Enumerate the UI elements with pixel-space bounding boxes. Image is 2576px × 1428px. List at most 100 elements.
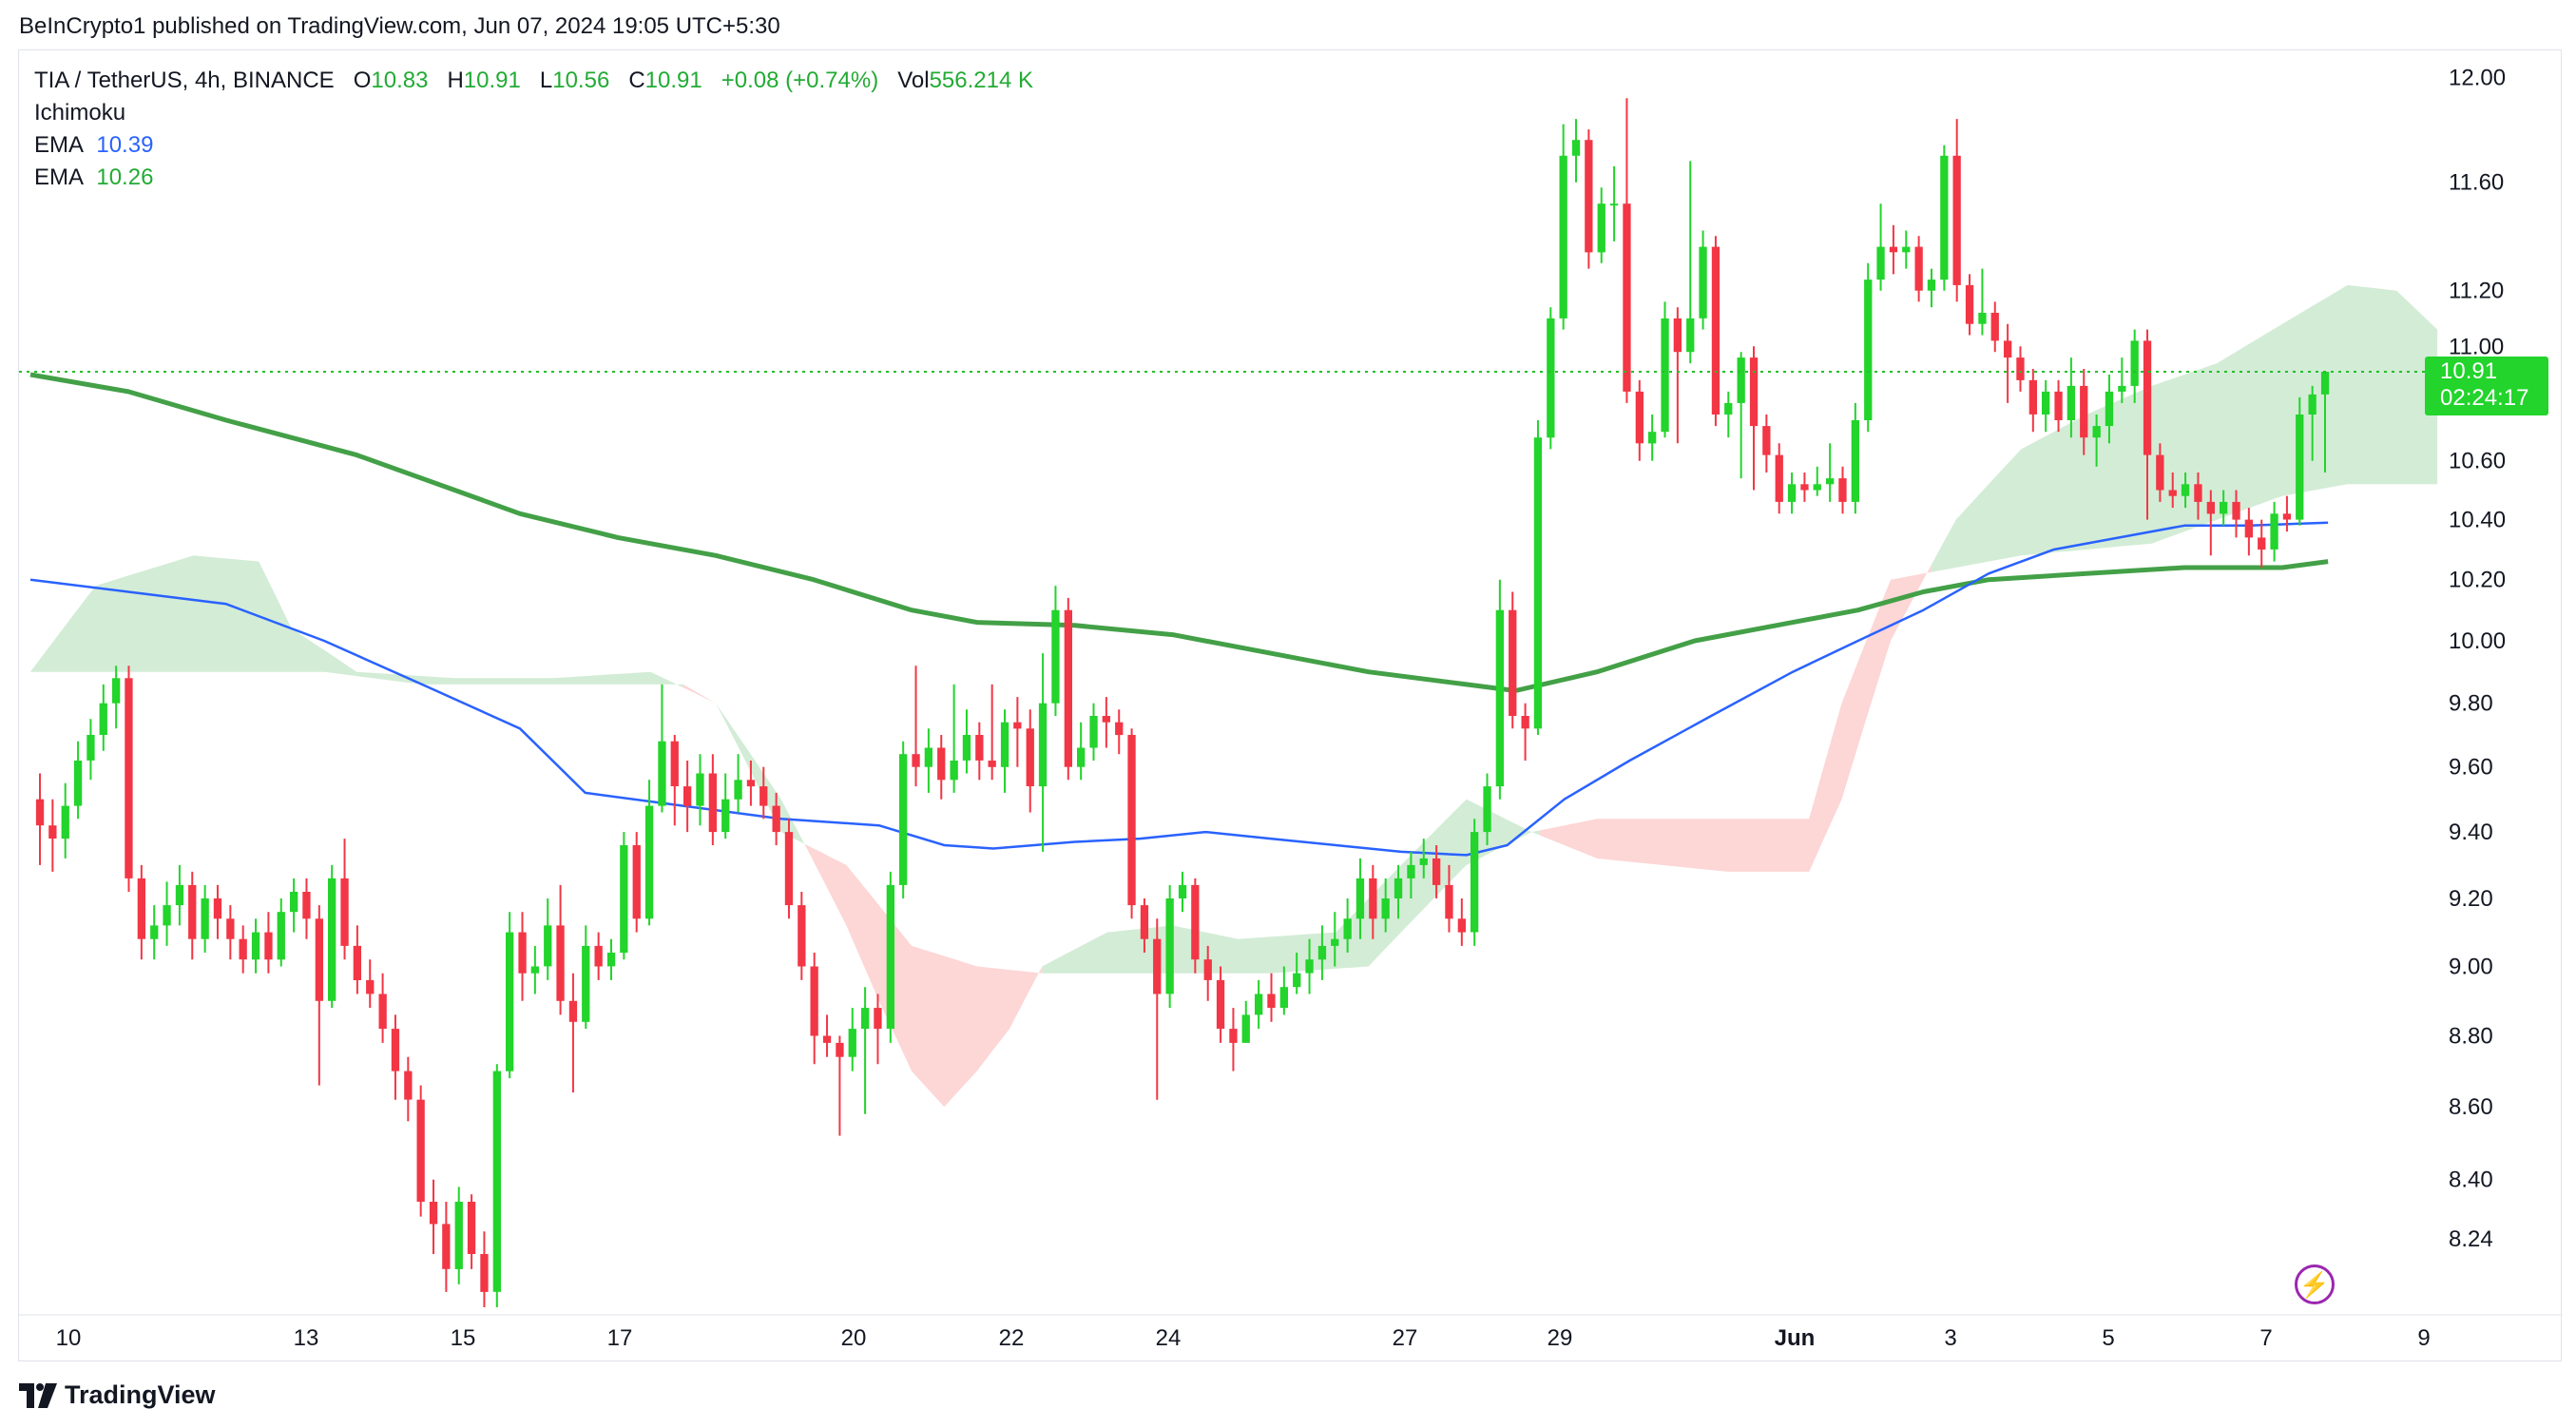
symbol-label[interactable]: TIA / TetherUS, 4h, BINANCE (34, 68, 335, 93)
candle (1419, 839, 1428, 878)
candle (492, 1064, 501, 1307)
candle (125, 666, 133, 892)
candle (1432, 845, 1441, 898)
cloud-bullish-segment-2 (716, 703, 806, 846)
candle (1394, 864, 1403, 919)
candle (810, 953, 818, 1065)
candle (454, 1187, 463, 1284)
price-tick-label: 8.40 (2449, 1167, 2493, 1193)
candle (73, 741, 83, 820)
ema-slow-label[interactable]: EMA (34, 164, 85, 190)
candle (1305, 938, 1314, 994)
candle (2067, 357, 2075, 438)
ichimoku-label[interactable]: Ichimoku (34, 100, 126, 125)
candle (1457, 898, 1466, 946)
candle (1864, 262, 1873, 433)
time-tick-label: 17 (607, 1325, 633, 1351)
cloud-bullish-segment-6 (1931, 284, 2438, 572)
tradingview-brand[interactable]: TradingView (19, 1380, 216, 1410)
candle (467, 1194, 476, 1269)
cloud-bearish-segment-3 (805, 844, 1043, 1108)
candle (340, 839, 349, 960)
price-chart[interactable]: 8.24 8.40 8.60 8.80 9.00 9.20 9.40 9.60 9.80 10.0… (19, 50, 2563, 1362)
candle (518, 912, 527, 1001)
brand-name: TradingView (65, 1380, 216, 1409)
candle (48, 799, 57, 872)
candle (1216, 966, 1225, 1043)
price-tick-label: 11.00 (2449, 334, 2504, 359)
candle (2232, 490, 2240, 538)
lightning-bolt-icon[interactable]: ⚡ (2295, 1264, 2335, 1304)
candle (2206, 490, 2215, 556)
ema-slow-line (29, 372, 2329, 693)
candle (328, 864, 336, 1009)
time-tick-label: 24 (1156, 1325, 1182, 1351)
ema-fast-value: 10.39 (96, 132, 154, 158)
price-tick-label: 8.24 (2449, 1226, 2493, 1252)
candle (1153, 918, 1162, 1100)
tradingview-logo-icon (19, 1382, 57, 1408)
candle (2194, 473, 2202, 520)
candle (264, 912, 273, 974)
chart-frame[interactable]: 8.24 8.40 8.60 8.80 9.00 9.20 9.40 9.60 9.80 10.0… (18, 49, 2563, 1362)
ema-fast-label[interactable]: EMA (34, 132, 85, 158)
candle (644, 780, 654, 926)
legend-ohlc-row: TIA / TetherUS, 4h, BINANCE O10.83 H10.9… (34, 65, 1033, 97)
candle (1737, 352, 1745, 479)
candle (2244, 508, 2253, 556)
candle (87, 719, 95, 781)
ema-fast-line (29, 521, 2329, 857)
time-tick-label: 13 (294, 1325, 319, 1351)
candle (1635, 379, 1644, 461)
candle (848, 1008, 856, 1071)
candle (1279, 966, 1288, 1015)
candle (798, 892, 806, 980)
legend-ema-fast-row[interactable]: EMA 10.39 (34, 129, 1033, 162)
chart-legend: TIA / TetherUS, 4h, BINANCE O10.83 H10.9… (34, 65, 1033, 194)
candle (975, 722, 984, 781)
candle (1445, 864, 1453, 933)
legend-ema-slow-row[interactable]: EMA 10.26 (34, 162, 1033, 194)
candle (1826, 443, 1835, 502)
legend-ichimoku-row[interactable]: Ichimoku (34, 97, 1033, 129)
candle (1673, 307, 1682, 444)
candle (544, 898, 552, 980)
ema-slow-value: 10.26 (96, 164, 154, 190)
candle (1127, 728, 1136, 919)
time-tick-label: Jun (1775, 1325, 1816, 1351)
candle (696, 754, 704, 826)
candle (2220, 490, 2228, 526)
high-label: H (447, 68, 464, 93)
candle (1343, 898, 1352, 953)
candle (137, 864, 145, 960)
candle (378, 973, 387, 1043)
candle (2130, 329, 2139, 403)
candle (1800, 473, 1809, 502)
candle (1521, 703, 1529, 761)
candle (201, 884, 209, 953)
candle (1381, 878, 1390, 933)
price-tick-label: 11.20 (2449, 279, 2504, 304)
candle (1267, 973, 1276, 1022)
candle (759, 766, 768, 820)
candle (1051, 586, 1060, 716)
candle (1165, 884, 1174, 1009)
price-tick-label: 10.40 (2449, 508, 2506, 533)
time-tick-label: 27 (1393, 1325, 1418, 1351)
price-tick-label: 11.60 (2449, 170, 2504, 196)
candle (2181, 473, 2190, 509)
time-axis[interactable]: 10 13 15 17 20 22 24 27 29 Jun 3 5 7 9 (19, 1314, 2563, 1351)
candle (2080, 369, 2088, 455)
time-tick-label: 22 (999, 1325, 1025, 1351)
price-tick-label: 10.60 (2449, 449, 2506, 474)
candle (2028, 369, 2037, 433)
candle (950, 684, 958, 793)
price-axis[interactable]: 8.24 8.40 8.60 8.80 9.00 9.20 9.40 9.60 9.80 10.0… (2449, 66, 2506, 1253)
candle (2016, 346, 2025, 392)
candle (784, 819, 794, 919)
candle (150, 905, 159, 960)
candle (277, 898, 285, 967)
candle (112, 666, 121, 729)
candle (670, 735, 679, 826)
time-tick-label: 7 (2259, 1325, 2272, 1351)
